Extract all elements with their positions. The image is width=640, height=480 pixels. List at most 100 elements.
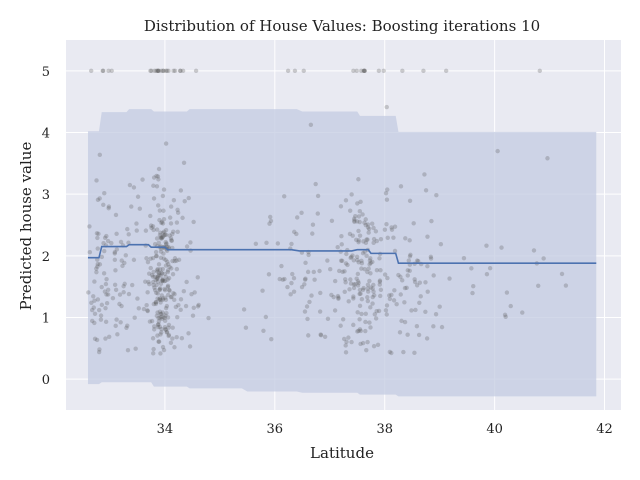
data-point: [159, 326, 164, 332]
data-point: [290, 271, 295, 277]
data-point: [192, 290, 197, 295]
data-point: [355, 257, 360, 263]
data-point: [315, 193, 321, 199]
data-point: [484, 271, 490, 277]
data-point: [308, 122, 314, 127]
data-point: [347, 287, 352, 292]
data-point: [162, 315, 167, 321]
data-point: [322, 334, 328, 339]
data-point: [137, 206, 143, 211]
data-point: [370, 259, 375, 265]
data-point: [102, 235, 108, 240]
data-point: [150, 336, 156, 341]
data-point: [158, 234, 164, 240]
data-point: [365, 225, 371, 230]
x-tick-label: 40: [486, 422, 503, 437]
data-point: [302, 309, 308, 314]
data-point: [372, 293, 377, 298]
data-point: [156, 319, 162, 324]
data-point: [370, 294, 375, 300]
data-point: [156, 322, 161, 327]
data-point: [157, 287, 162, 292]
data-point: [154, 290, 159, 295]
data-point: [148, 223, 154, 228]
data-point: [366, 230, 371, 235]
data-point: [156, 240, 162, 246]
data-point: [126, 240, 131, 245]
data-point: [339, 258, 345, 263]
data-point: [175, 207, 180, 213]
data-point: [166, 262, 171, 267]
data-point: [431, 324, 436, 329]
data-point: [163, 327, 169, 333]
data-point: [154, 313, 160, 319]
data-point: [377, 282, 382, 287]
data-point: [349, 192, 354, 197]
data-point: [126, 232, 131, 237]
data-point: [299, 284, 305, 290]
data-point: [378, 293, 383, 299]
data-point: [282, 194, 287, 199]
data-point: [347, 208, 353, 213]
data-point: [98, 317, 104, 322]
data-point: [149, 225, 154, 231]
data-point: [329, 292, 334, 298]
data-point: [172, 291, 177, 297]
data-point: [163, 232, 169, 237]
data-point: [353, 214, 358, 219]
data-point: [541, 256, 546, 261]
data-point: [172, 345, 177, 350]
data-point: [162, 286, 167, 292]
y-tick-label: 0: [42, 373, 50, 388]
data-point: [159, 219, 165, 225]
data-point: [162, 288, 168, 293]
data-point: [104, 300, 110, 306]
data-point: [154, 227, 160, 232]
data-point: [279, 263, 284, 269]
data-point: [134, 221, 139, 226]
data-point: [405, 273, 410, 278]
y-tick-label: 3: [42, 188, 50, 203]
data-point: [178, 188, 184, 193]
data-point: [125, 226, 130, 232]
data-point: [164, 329, 170, 335]
data-point: [346, 335, 351, 340]
data-point: [416, 332, 422, 338]
data-point: [417, 300, 422, 305]
data-point: [158, 297, 163, 303]
x-tick-label: 38: [376, 422, 393, 437]
data-point: [195, 304, 201, 309]
data-point: [145, 290, 150, 295]
data-point: [365, 222, 371, 227]
data-point: [355, 310, 360, 315]
data-point: [359, 266, 364, 271]
data-point: [145, 308, 150, 313]
data-point: [195, 275, 200, 280]
x-tick-label: 42: [596, 422, 613, 437]
data-point: [417, 280, 423, 285]
data-point: [172, 256, 178, 261]
data-point: [328, 267, 333, 272]
data-point: [434, 193, 439, 198]
data-point: [443, 68, 449, 74]
data-point: [160, 277, 165, 282]
data-point: [167, 288, 172, 293]
data-point: [268, 214, 273, 220]
data-point: [156, 68, 162, 74]
data-point: [115, 332, 120, 337]
data-point: [91, 294, 96, 299]
data-point: [151, 301, 157, 307]
data-point: [318, 333, 324, 338]
data-point: [394, 301, 399, 307]
data-point: [405, 268, 410, 273]
data-point: [163, 305, 169, 311]
data-point: [365, 282, 371, 287]
data-point: [92, 311, 98, 316]
data-point: [154, 236, 160, 241]
data-point: [134, 228, 139, 233]
data-point: [158, 286, 163, 291]
data-point: [161, 68, 166, 74]
data-point: [389, 227, 395, 232]
data-point: [378, 268, 383, 273]
